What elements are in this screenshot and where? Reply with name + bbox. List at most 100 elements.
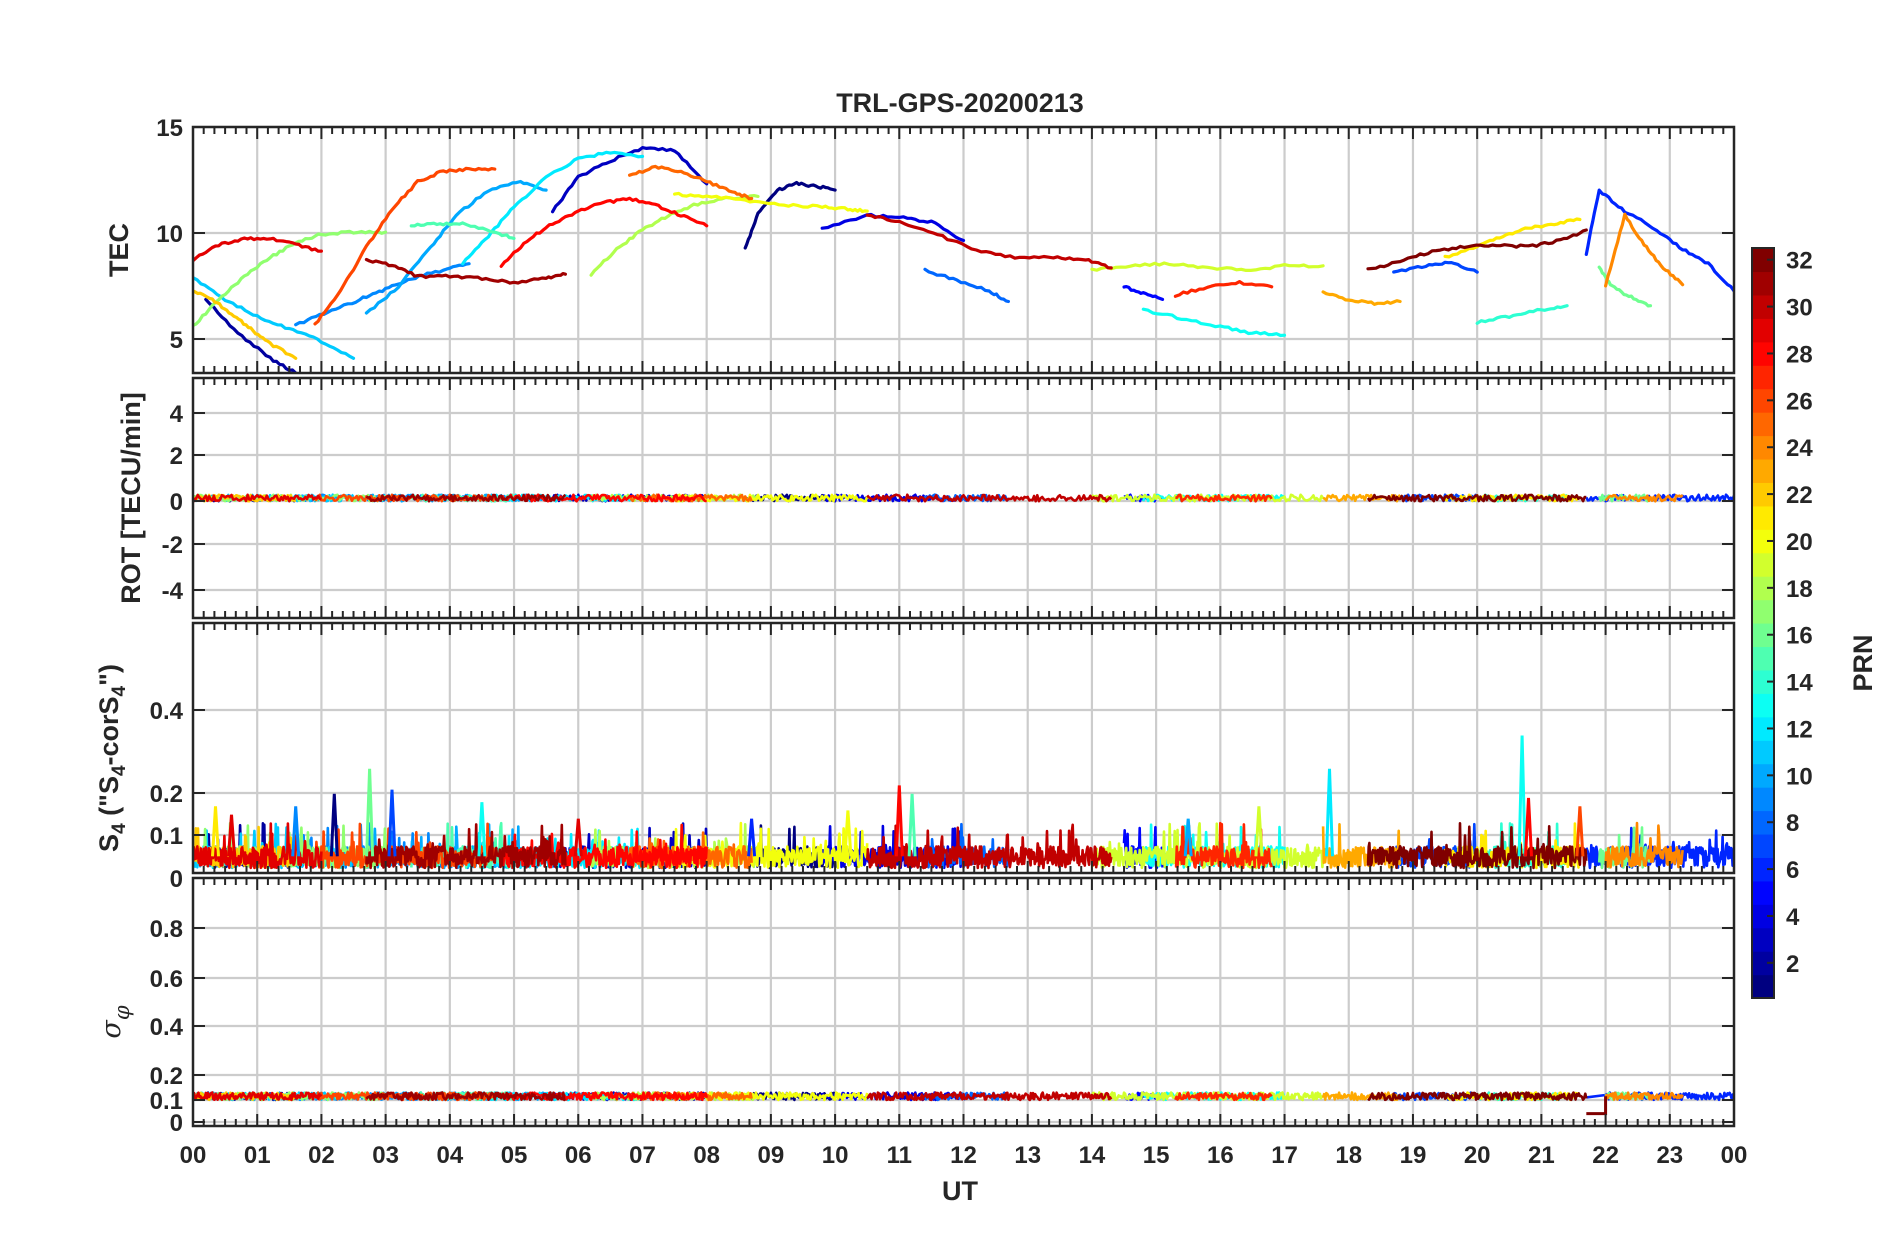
- s4-series-prn-30: [865, 823, 1113, 870]
- s4-series-prn-22: [193, 825, 297, 870]
- rot-series-prn-32: [1366, 493, 1587, 503]
- colorbar-band: [1752, 529, 1774, 554]
- colorbar-tick-label: 14: [1786, 670, 1813, 697]
- panel-s4: 0.4 0.2 0.1 0 S4 ("S4-corS4"): [94, 621, 1736, 893]
- colorbar-tick-label: 26: [1786, 388, 1813, 415]
- x-tick-label: 08: [693, 1142, 720, 1169]
- s4-series-prn-24: [1604, 821, 1684, 869]
- colorbar-band: [1752, 669, 1774, 694]
- tec-series-prn-6: [1584, 188, 1734, 293]
- colorbar-tick-label: 24: [1786, 435, 1813, 462]
- colorbar-band: [1752, 810, 1774, 835]
- tec-series-prn-22: [193, 289, 298, 360]
- x-tick-label: 21: [1528, 1142, 1555, 1169]
- tec-series-prn-4: [820, 212, 966, 243]
- s4-spike: [1325, 768, 1334, 857]
- colorbar-band: [1752, 787, 1774, 812]
- tec-series-prn-24: [1603, 212, 1685, 288]
- tec-series-prn-29: [193, 236, 323, 263]
- s4-spike: [1254, 806, 1264, 857]
- colorbar-tick-label: 6: [1786, 857, 1799, 884]
- y-tick-label: 0.1: [150, 1088, 183, 1115]
- x-axis-label: UT: [942, 1176, 978, 1206]
- x-tick-label: 13: [1014, 1142, 1041, 1169]
- colorbar-band: [1752, 458, 1774, 483]
- colorbar-band: [1752, 646, 1774, 671]
- colorbar-tick-label: 10: [1786, 763, 1813, 790]
- tec-series-prn-26: [313, 166, 497, 326]
- y-tick-label: 0.8: [150, 916, 183, 943]
- colorbar-band: [1752, 505, 1774, 530]
- s4-series-prn-32: [1366, 821, 1588, 870]
- colorbar-band: [1752, 763, 1774, 788]
- x-tick-label: 12: [950, 1142, 977, 1169]
- s4-series-prn-23: [1321, 822, 1402, 870]
- sigphi-series-prn-31: [365, 1091, 567, 1102]
- panel-tec-data: [193, 146, 1734, 373]
- y-tick-label: -2: [162, 532, 183, 559]
- s4-spike: [329, 793, 339, 857]
- colorbar-band: [1752, 974, 1774, 999]
- tec-series-prn-2: [204, 297, 298, 373]
- s4-spike: [291, 806, 301, 857]
- y-axis-label-s4: S4 ("S4-corS4"): [94, 664, 130, 852]
- s4-series-prn-31: [365, 823, 567, 870]
- y-axis-label-rot: ROT [TECU/min]: [116, 392, 146, 603]
- y-tick-label: 5: [170, 327, 183, 354]
- tec-series-prn-28: [499, 196, 709, 268]
- y-tick-label: 0.4: [150, 1014, 184, 1041]
- colorbar-band: [1752, 880, 1774, 905]
- tec-series-prn-10: [364, 179, 548, 315]
- y-axis-label-tec: TEC: [104, 223, 134, 277]
- x-tick-label: 06: [565, 1142, 592, 1169]
- tec-series-prn-15: [409, 221, 516, 240]
- colorbar-tick-label: 16: [1786, 623, 1813, 650]
- x-tick-label: 20: [1464, 1142, 1491, 1169]
- s4-spike: [365, 768, 375, 857]
- y-tick-label: 0.6: [150, 966, 183, 993]
- colorbar-tick-label: 4: [1786, 904, 1800, 931]
- x-tick-label: 17: [1271, 1142, 1298, 1169]
- tec-series-prn-9: [294, 262, 471, 327]
- rot-series-prn-24: [1604, 493, 1684, 503]
- colorbar-band: [1752, 951, 1774, 976]
- colorbar-band: [1752, 552, 1774, 577]
- tec-series-prn-8: [923, 267, 1011, 304]
- chart-title: TRL-GPS-20200213: [836, 88, 1084, 118]
- tec-series-prn-1: [743, 180, 837, 250]
- x-tick-label: 00: [180, 1142, 207, 1169]
- tec-series-prn-30: [865, 213, 1113, 270]
- s4-spike: [211, 806, 220, 857]
- colorbar-band: [1752, 318, 1774, 343]
- y-tick-label: 0: [170, 1110, 183, 1137]
- colorbar-band: [1752, 833, 1774, 858]
- tec-series-prn-20: [672, 191, 869, 214]
- tec-series-prn-7: [1392, 260, 1479, 274]
- sigphi-gap-segment: [1586, 1096, 1608, 1116]
- sigphi-series-prn-32: [1367, 1091, 1588, 1102]
- tec-series-prn-23: [1321, 290, 1402, 306]
- x-tick-label: 16: [1207, 1142, 1234, 1169]
- s4-spike: [227, 814, 236, 857]
- colorbar-band: [1752, 365, 1774, 390]
- y-tick-label: 15: [156, 115, 183, 142]
- colorbar-band: [1752, 693, 1774, 718]
- s4-spike: [1517, 735, 1527, 857]
- panel-rot-data: [193, 493, 1734, 503]
- s4-series-prn-28: [499, 823, 708, 870]
- tec-series-prn-14: [1475, 304, 1569, 325]
- sigphi-series-prn-29: [193, 1091, 323, 1102]
- panel-rot-frame: [191, 376, 1736, 620]
- colorbar-band: [1752, 927, 1774, 952]
- panel-sigphi: 0.8 0.6 0.4 0.20.10 σφ: [96, 876, 1736, 1137]
- colorbar-tick-label: 30: [1786, 295, 1813, 322]
- tec-series-prn-31: [364, 257, 568, 285]
- s4-spike: [843, 810, 853, 857]
- sigphi-series-prn-19: [1090, 1091, 1324, 1102]
- y-axis-label-sigphi: σφ: [96, 1005, 134, 1038]
- colorbar-tick-label: 32: [1786, 248, 1813, 275]
- colorbar-band: [1752, 740, 1774, 765]
- rot-series-prn-30: [866, 493, 1113, 503]
